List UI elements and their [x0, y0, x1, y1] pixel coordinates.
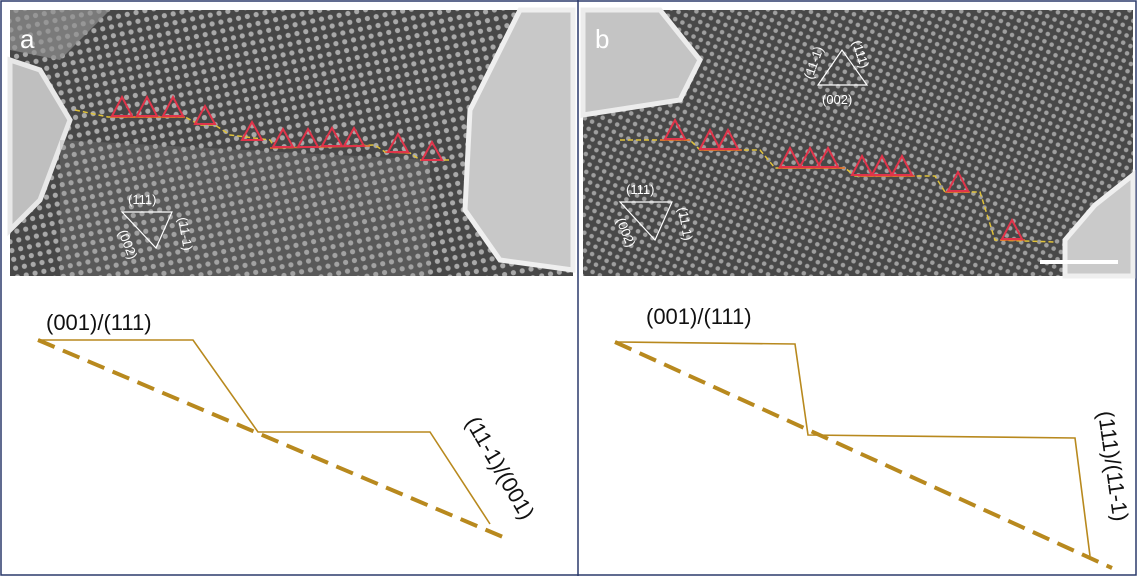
pore-left-b [580, 7, 703, 118]
interface-top-label-a: (001)/(111) [46, 310, 152, 335]
triangle-markers-b [663, 117, 1024, 240]
tem-image-a [7, 7, 576, 276]
panel-label-a: a [20, 24, 35, 54]
dashed-ideal-line-b [614, 340, 1113, 570]
terrace-line-a [38, 339, 491, 525]
tem-image-b [580, 7, 1136, 279]
pore-right-a [462, 7, 576, 273]
miller-a-right: (11-1) [175, 216, 196, 252]
interface-top-label-b: (001)/(111) [646, 304, 752, 329]
miller-b-bottom: (002) [822, 92, 852, 107]
interface-side-label-a: (11-1)/(001) [461, 412, 540, 524]
panel-label-b: b [595, 24, 609, 54]
step-schematic-a [37, 338, 511, 542]
miller-b-lower-right: (11-1) [675, 206, 696, 242]
miller-b-lower-top: (111) [626, 182, 654, 197]
miller-a-top: (111) [128, 192, 156, 207]
dashed-ideal-line-a [37, 338, 511, 542]
interface-side-label-b: (111)/(11-1) [1093, 409, 1133, 523]
pore-right-b [1062, 169, 1136, 279]
terrace-line-b [614, 341, 1091, 557]
triangle-markers-a [110, 94, 444, 161]
step-trace-b [620, 139, 1056, 243]
pore-left-a [7, 56, 73, 237]
step-schematic-b [614, 340, 1113, 570]
